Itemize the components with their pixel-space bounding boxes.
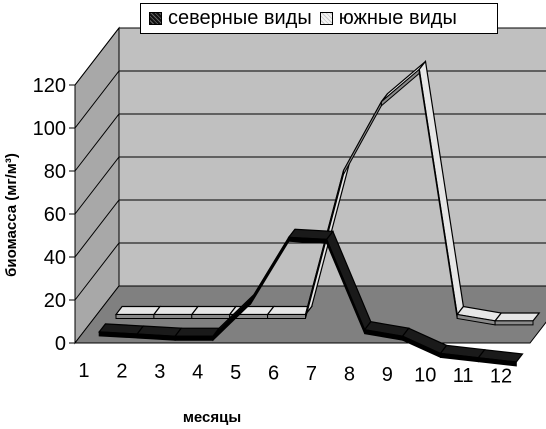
x-tick-label-7: 7	[306, 363, 317, 385]
legend-label-south: южные виды	[338, 7, 457, 29]
y-tick-label-120: 120	[33, 75, 66, 97]
x-tick-label-10: 10	[414, 365, 436, 387]
x-tick-label-9: 9	[382, 364, 393, 386]
y-tick-label-80: 80	[44, 161, 66, 183]
segment-south-5	[266, 305, 313, 316]
x-tick-label-12: 12	[490, 366, 512, 388]
segment-edge-south-11	[494, 320, 534, 326]
gridline-20	[74, 242, 546, 301]
legend: северные виды южные виды	[140, 3, 498, 34]
segment-edge-south-3	[191, 314, 231, 319]
segment-south-2	[152, 305, 200, 316]
segment-south-1	[114, 305, 162, 316]
segment-edge-north-11	[477, 357, 517, 367]
x-tick-label-11: 11	[453, 365, 474, 387]
x-tick-label-8: 8	[344, 364, 355, 386]
x-tick-label-6: 6	[268, 363, 279, 385]
gridline-80	[74, 113, 546, 172]
segment-north-3	[173, 327, 221, 337]
x-tick-label-5: 5	[230, 362, 241, 384]
x-tick-label-3: 3	[154, 361, 165, 383]
y-tick-label-20: 20	[44, 290, 66, 312]
segment-edge-north-3	[174, 335, 214, 341]
y-axis-ticks: 0 20 40 60 80 100 120	[33, 75, 76, 355]
gridline-60	[74, 156, 546, 215]
x-axis-ticks: 1 2 3 4 5 6 7 8 9 10 11 12	[78, 360, 512, 388]
gridline-40	[74, 199, 546, 258]
segment-south-11	[493, 312, 541, 322]
x-axis-label: месяцы	[183, 409, 241, 426]
x-tick-label-4: 4	[192, 362, 203, 384]
segment-south-3	[190, 305, 238, 316]
y-axis-label: биомасса (мг/м³)	[3, 153, 20, 277]
x-tick-label-1: 1	[78, 360, 89, 382]
y-tick-label-60: 60	[44, 204, 66, 226]
series-north	[98, 228, 524, 367]
legend-swatch-south	[319, 12, 333, 25]
legend-label-north: северные виды	[168, 7, 312, 29]
y-tick-label-0: 0	[55, 333, 66, 355]
segment-edge-south-5	[267, 314, 306, 319]
legend-item-north: северные виды	[149, 7, 312, 30]
segment-edge-south-2	[153, 314, 193, 319]
y-tick-label-100: 100	[33, 118, 66, 140]
x-tick-label-2: 2	[116, 361, 127, 383]
y-tick-label-40: 40	[44, 247, 66, 269]
segment-edge-south-1	[115, 314, 155, 319]
legend-item-south: южные виды	[319, 7, 457, 30]
legend-swatch-north	[149, 12, 162, 25]
series-ribbons	[98, 59, 541, 367]
